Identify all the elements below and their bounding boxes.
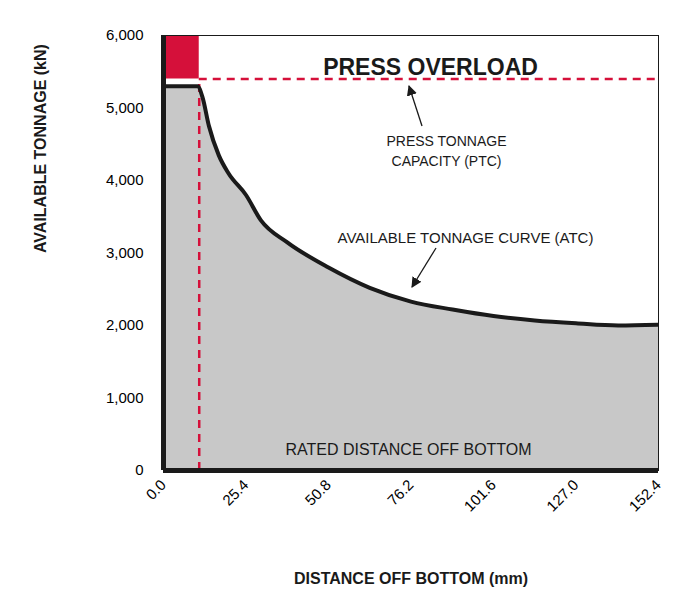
svg-text:6,000: 6,000 [106,26,144,43]
svg-text:101.6: 101.6 [460,476,499,515]
svg-text:AVAILABLE TONNAGE CURVE (ATC): AVAILABLE TONNAGE CURVE (ATC) [338,229,594,246]
svg-text:2,000: 2,000 [106,316,144,333]
svg-text:RATED DISTANCE OFF BOTTOM: RATED DISTANCE OFF BOTTOM [285,441,531,458]
svg-text:152.4: 152.4 [625,476,664,515]
svg-text:4,000: 4,000 [106,171,144,188]
svg-text:25.4: 25.4 [219,476,252,509]
svg-text:AVAILABLE TONNAGE (kN): AVAILABLE TONNAGE (kN) [32,44,49,253]
svg-text:PRESS TONNAGECAPACITY (PTC): PRESS TONNAGECAPACITY (PTC) [386,133,506,169]
svg-text:PRESS OVERLOAD: PRESS OVERLOAD [323,54,538,80]
svg-text:50.8: 50.8 [301,476,334,509]
svg-text:5,000: 5,000 [106,99,144,116]
svg-text:76.2: 76.2 [384,476,417,509]
svg-text:0.0: 0.0 [142,476,169,503]
svg-text:3,000: 3,000 [106,244,144,261]
svg-text:1,000: 1,000 [106,389,144,406]
svg-text:0: 0 [135,461,143,478]
svg-text:DISTANCE OFF BOTTOM (mm): DISTANCE OFF BOTTOM (mm) [294,570,528,587]
svg-text:127.0: 127.0 [543,476,582,515]
